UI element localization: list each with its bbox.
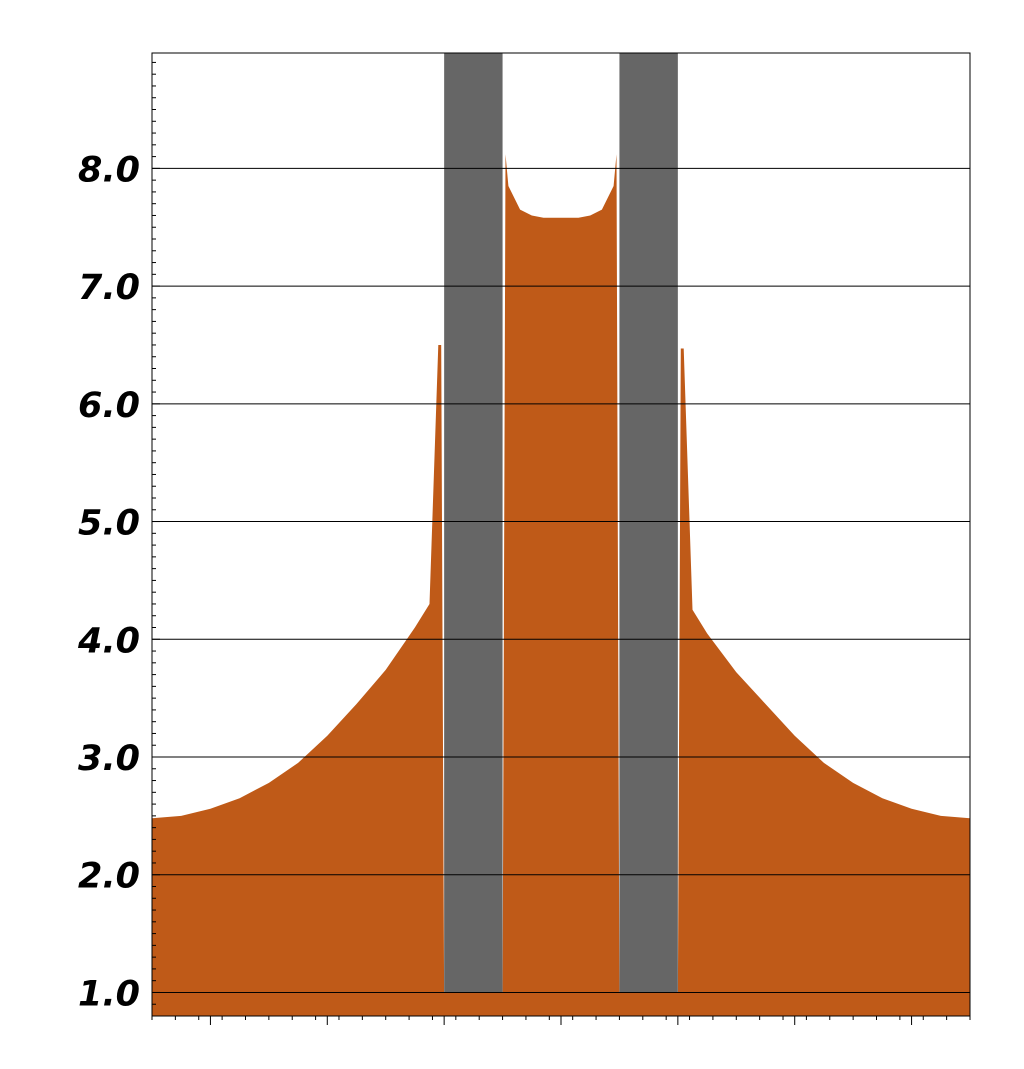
gridline-layer bbox=[152, 167, 970, 993]
y-tick-label: 1.0 bbox=[78, 974, 140, 1014]
y-tick-label: 4.0 bbox=[77, 621, 140, 661]
y-tick-label: 3.0 bbox=[78, 739, 140, 779]
fluid-area-series-0 bbox=[152, 154, 970, 1016]
y-tick-labels: 1.0 2.0 3.0 4.0 5.0 6.0 7.0 8.0 bbox=[77, 150, 140, 1014]
fluid-region-layer bbox=[152, 154, 970, 1016]
axis-ticks bbox=[151, 61, 971, 1025]
obstacle-layer bbox=[444, 53, 678, 993]
y-tick-label: 2.0 bbox=[78, 857, 140, 897]
obstacle-column-2 bbox=[619, 53, 678, 993]
y-tick-label: 5.0 bbox=[78, 504, 140, 544]
obstacle-column-1 bbox=[444, 53, 503, 993]
y-tick-label: 7.0 bbox=[78, 268, 140, 308]
y-tick-label: 8.0 bbox=[78, 150, 140, 190]
y-tick-label: 6.0 bbox=[78, 386, 140, 426]
